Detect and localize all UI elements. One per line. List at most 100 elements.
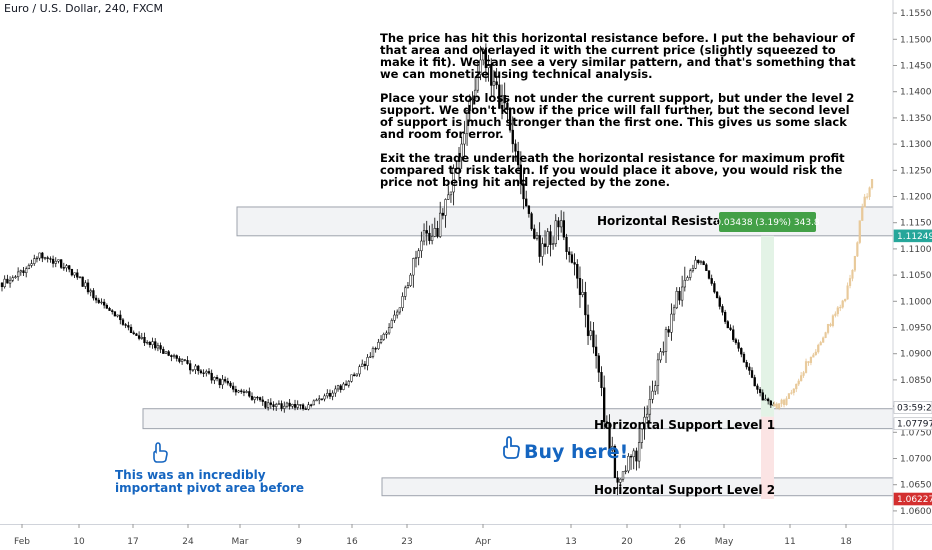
candle-body	[742, 353, 746, 363]
candle-body	[70, 268, 74, 276]
y-tick-label: 1.14000	[900, 88, 932, 98]
candle-body	[511, 129, 514, 145]
candle-body	[312, 400, 315, 406]
price-tag-text-current: 1.07797	[897, 420, 932, 430]
candle-body	[164, 351, 168, 354]
candle-body	[551, 243, 555, 245]
candle-body	[769, 400, 772, 406]
candle-body	[444, 199, 447, 216]
stats-badge: 0.03438 (3.19%) 343.8	[715, 212, 820, 232]
candle-body	[129, 326, 133, 333]
candle-body	[379, 339, 383, 343]
candle-body	[675, 290, 678, 309]
candle-body	[621, 471, 625, 480]
candle-body	[237, 390, 240, 393]
candle-body	[14, 276, 17, 278]
candle-body	[592, 330, 595, 348]
candle-body	[162, 348, 165, 354]
candle-body	[113, 311, 117, 317]
candle-body	[463, 133, 466, 145]
candle-body	[0, 282, 4, 287]
y-tick-label: 1.10500	[900, 271, 932, 281]
candle-body	[508, 109, 512, 131]
candle-body	[124, 324, 127, 326]
candle-body	[355, 373, 359, 377]
overlay-body	[809, 357, 813, 363]
candle-body	[546, 231, 549, 247]
x-tick-label: 13	[565, 537, 576, 547]
candle-body	[535, 235, 539, 239]
stats-badge-text: 0.03438 (3.19%) 343.8	[715, 218, 820, 228]
candle-body	[390, 320, 393, 328]
annotation-line: The price has hit this horizontal resist…	[380, 31, 856, 45]
overlay-body	[800, 375, 803, 382]
candle-body	[560, 220, 563, 228]
zone-rect	[142, 408, 894, 430]
candle-body	[159, 345, 162, 350]
price-tag-countdown	[893, 401, 932, 414]
candle-body	[707, 270, 711, 279]
candle-body	[377, 342, 380, 349]
candle-body	[183, 359, 186, 361]
candle-body	[103, 301, 106, 306]
candle-body	[589, 330, 592, 336]
annotation-line: that area and overlayed it with the curr…	[380, 43, 836, 57]
x-tick-label: 20	[621, 537, 633, 547]
overlay-body	[846, 285, 849, 300]
candle-body	[543, 243, 547, 247]
candle-body	[363, 363, 367, 366]
annotation-line: Place your stop loss not under the curre…	[380, 91, 854, 105]
candle-body	[194, 365, 197, 370]
candle-body	[514, 143, 517, 152]
overlay-body	[804, 361, 808, 373]
candle-body	[307, 404, 310, 410]
candle-body	[35, 257, 39, 260]
candle-body	[436, 227, 439, 237]
candle-body	[256, 396, 259, 399]
candle-body	[516, 151, 520, 166]
position-tool[interactable]	[761, 235, 774, 500]
candle-body	[100, 301, 103, 304]
candle-body	[584, 291, 587, 316]
candle-body	[729, 327, 732, 330]
overlay-body	[856, 242, 859, 257]
candle-body	[242, 391, 246, 393]
candle-body	[748, 366, 751, 371]
candle-body	[482, 49, 485, 61]
y-tick-label: 1.13000	[900, 140, 932, 150]
candle-body	[680, 286, 684, 301]
candle-body	[156, 345, 160, 349]
candle-body	[756, 385, 759, 390]
candle-body	[538, 235, 541, 257]
candle-body	[492, 81, 496, 86]
candle-body	[522, 183, 525, 200]
overlay-body	[797, 380, 800, 385]
annotation-line: of support is much stronger than the fir…	[380, 115, 847, 129]
candle-body	[54, 260, 57, 264]
candle-body	[697, 259, 700, 263]
candle-body	[487, 64, 490, 69]
candle-body	[84, 282, 87, 287]
candle-body	[406, 285, 410, 289]
candle-body	[382, 334, 385, 340]
candle-body	[6, 278, 9, 284]
x-tick-label: 16	[346, 537, 358, 547]
candle-body	[570, 254, 574, 263]
candle-body	[272, 404, 275, 407]
candle-body	[86, 282, 90, 293]
candle-body	[167, 351, 170, 356]
candle-body	[132, 332, 135, 335]
candle-body	[460, 143, 463, 158]
candle-body	[266, 402, 270, 408]
candle-body	[94, 297, 98, 301]
candle-body	[315, 399, 318, 402]
candle-body	[425, 230, 428, 234]
candle-body	[758, 389, 762, 393]
candle-body	[586, 314, 590, 336]
annotation-note: The price has hit this horizontal resist…	[380, 31, 856, 189]
candle-body	[764, 398, 767, 401]
overlay-body	[824, 332, 827, 338]
overlay-body	[826, 324, 830, 333]
x-tick-label: 18	[840, 537, 852, 547]
candle-body	[331, 392, 334, 397]
